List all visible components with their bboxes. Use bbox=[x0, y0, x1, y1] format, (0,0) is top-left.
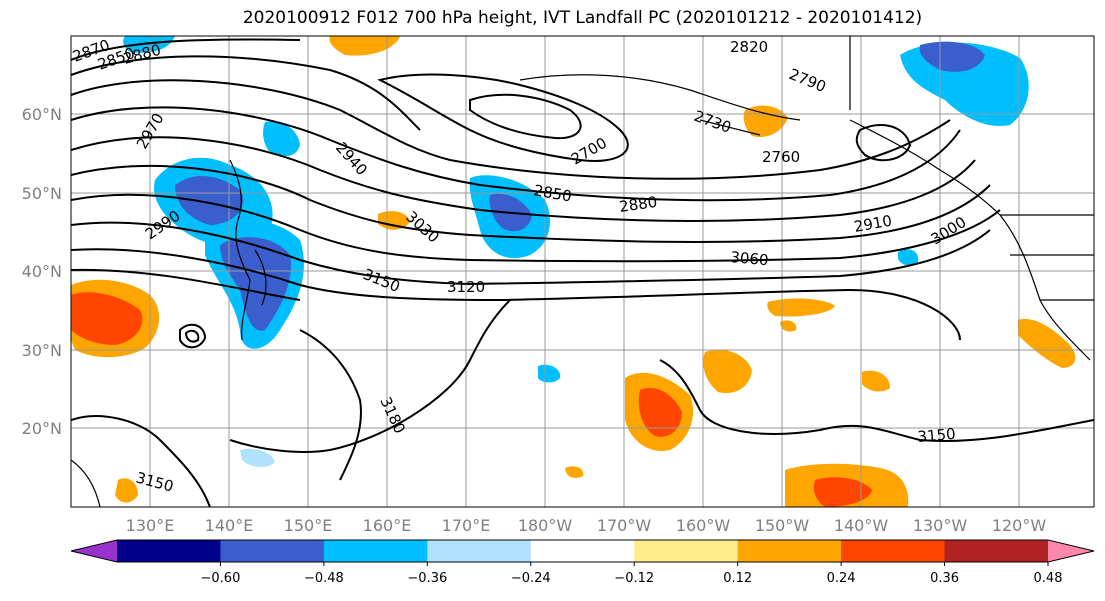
lon-label: 150°E bbox=[284, 516, 333, 535]
colorbar-bin bbox=[530, 540, 635, 562]
colorbar-tick-label: −0.24 bbox=[511, 571, 551, 586]
lat-label: 40°N bbox=[22, 262, 62, 281]
lat-label: 30°N bbox=[22, 341, 62, 360]
colorbar-tick-label: 0.12 bbox=[723, 571, 752, 586]
colorbar-tick-label: 0.48 bbox=[1034, 571, 1063, 586]
lon-label: 130°E bbox=[126, 516, 175, 535]
lon-label: 160°E bbox=[363, 516, 412, 535]
lat-label: 20°N bbox=[22, 419, 62, 438]
lat-label: 60°N bbox=[22, 105, 62, 124]
contour-label: 2820 bbox=[730, 38, 768, 56]
lon-label: 120°W bbox=[992, 516, 1047, 535]
colorbar-extend-high bbox=[1048, 540, 1094, 562]
colorbar-extend-low bbox=[71, 540, 117, 562]
contour-label: 2760 bbox=[762, 148, 800, 166]
contour-label: 3060 bbox=[730, 248, 770, 269]
lat-label: 50°N bbox=[22, 184, 62, 203]
colorbar: −0.60 −0.48 −0.36 −0.24 −0.12 0.12 0.24 0.36 0.4… bbox=[70, 539, 1095, 586]
colorbar-bin bbox=[737, 540, 842, 562]
lon-label: 150°W bbox=[755, 516, 810, 535]
colorbar-outline bbox=[70, 539, 1095, 563]
colorbar-bin bbox=[841, 540, 946, 562]
colorbar-tick-label: −0.36 bbox=[407, 571, 447, 586]
latitude-labels: 60°N 50°N 40°N 30°N 20°N bbox=[22, 105, 62, 438]
map-frame bbox=[70, 35, 1095, 508]
graticule bbox=[71, 36, 1094, 507]
colorbar-tick-label: −0.12 bbox=[614, 571, 654, 586]
colorbar-tick-label: −0.60 bbox=[201, 571, 241, 586]
contour-label: 3120 bbox=[447, 278, 485, 296]
lon-label: 180°W bbox=[518, 516, 573, 535]
colorbar-bin bbox=[634, 540, 739, 562]
coastlines bbox=[71, 36, 1094, 507]
colorbar-bin bbox=[220, 540, 325, 562]
lon-label: 160°W bbox=[676, 516, 731, 535]
colorbar-tick-label: 0.24 bbox=[827, 571, 856, 586]
lon-label: 140°W bbox=[834, 516, 889, 535]
colorbar-bin bbox=[117, 540, 221, 562]
lon-label: 130°W bbox=[913, 516, 968, 535]
contour-label: 2880 bbox=[618, 193, 658, 216]
lon-label: 170°W bbox=[597, 516, 652, 535]
ivt-positive-shading bbox=[71, 36, 1076, 507]
height-contours bbox=[71, 38, 1094, 507]
map-title: 2020100912 F012 700 hPa height, IVT Land… bbox=[242, 8, 923, 28]
lon-label: 140°E bbox=[205, 516, 254, 535]
colorbar-bin bbox=[944, 540, 1049, 562]
colorbar-bin bbox=[427, 540, 532, 562]
colorbar-tick-label: 0.36 bbox=[930, 571, 959, 586]
contour-label: 3150 bbox=[917, 425, 957, 446]
longitude-labels: 130°E 140°E 150°E 160°E 170°E 180°W 170°… bbox=[126, 516, 1047, 535]
colorbar-bin bbox=[323, 540, 428, 562]
lon-label: 170°E bbox=[442, 516, 491, 535]
colorbar-tick-label: −0.48 bbox=[304, 571, 344, 586]
